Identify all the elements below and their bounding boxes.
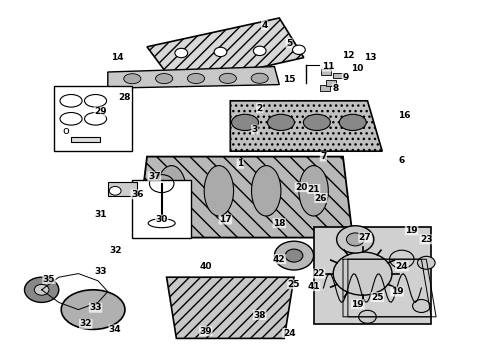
Polygon shape (137, 157, 353, 238)
Ellipse shape (220, 73, 237, 84)
Polygon shape (314, 227, 431, 324)
Circle shape (34, 284, 49, 295)
Circle shape (214, 47, 227, 57)
Text: 13: 13 (364, 53, 376, 62)
Bar (321, 69, 331, 75)
Bar (132, 180, 191, 238)
Circle shape (285, 249, 303, 262)
Text: 24: 24 (283, 328, 295, 338)
Text: 36: 36 (131, 190, 144, 199)
Text: 20: 20 (295, 183, 308, 192)
Text: 41: 41 (307, 282, 320, 291)
Text: 23: 23 (420, 235, 433, 244)
Text: 3: 3 (252, 125, 258, 134)
Ellipse shape (123, 74, 141, 84)
Bar (326, 80, 336, 86)
Text: 11: 11 (322, 62, 335, 71)
Text: 6: 6 (399, 156, 405, 165)
Ellipse shape (268, 114, 294, 131)
Bar (320, 85, 330, 91)
Text: 1: 1 (237, 159, 243, 168)
Text: 32: 32 (79, 320, 92, 328)
Circle shape (175, 48, 188, 58)
Text: 26: 26 (315, 194, 327, 202)
Text: 15: 15 (283, 75, 295, 84)
Text: 40: 40 (199, 262, 212, 271)
Text: o: o (62, 126, 69, 136)
Text: 14: 14 (111, 53, 124, 62)
Text: 22: 22 (312, 269, 325, 278)
Text: 28: 28 (119, 93, 131, 102)
Text: 21: 21 (307, 185, 320, 194)
Text: 17: 17 (219, 215, 232, 224)
Polygon shape (167, 277, 294, 338)
Text: 18: 18 (273, 219, 286, 228)
Ellipse shape (303, 114, 330, 131)
Text: 19: 19 (405, 226, 418, 235)
Ellipse shape (157, 166, 186, 216)
Bar (333, 73, 343, 78)
Circle shape (274, 241, 314, 270)
Polygon shape (147, 18, 304, 86)
Polygon shape (71, 137, 100, 142)
Ellipse shape (251, 73, 269, 83)
Text: 39: 39 (199, 327, 212, 336)
Text: 25: 25 (288, 280, 300, 289)
Ellipse shape (339, 114, 366, 131)
Text: 33: 33 (89, 303, 102, 312)
Text: 25: 25 (371, 292, 384, 302)
Circle shape (337, 226, 374, 253)
Text: 35: 35 (43, 275, 55, 284)
Text: 10: 10 (351, 64, 364, 73)
Text: 7: 7 (320, 152, 327, 161)
Text: 42: 42 (273, 255, 286, 264)
Circle shape (293, 45, 305, 54)
Polygon shape (108, 67, 279, 88)
Text: 27: 27 (359, 233, 371, 242)
Text: 4: 4 (261, 21, 268, 30)
Ellipse shape (156, 73, 172, 84)
Text: 16: 16 (398, 111, 411, 120)
Text: 33: 33 (94, 267, 107, 276)
Ellipse shape (299, 166, 328, 216)
Text: 2: 2 (257, 104, 263, 113)
Circle shape (24, 277, 59, 302)
Text: 19: 19 (391, 287, 403, 296)
Bar (54, 86, 132, 151)
Text: 31: 31 (94, 210, 107, 219)
Ellipse shape (251, 166, 281, 216)
Circle shape (417, 256, 435, 269)
Polygon shape (230, 101, 382, 151)
Text: 24: 24 (395, 262, 408, 271)
Text: 32: 32 (109, 246, 122, 255)
Text: 19: 19 (351, 300, 364, 309)
Text: 12: 12 (342, 51, 354, 60)
Circle shape (346, 233, 364, 246)
Circle shape (253, 46, 266, 55)
Text: 8: 8 (333, 84, 339, 93)
Text: 38: 38 (253, 310, 266, 320)
Ellipse shape (232, 114, 259, 131)
Text: 34: 34 (109, 325, 122, 334)
Text: 9: 9 (342, 73, 349, 82)
Circle shape (359, 310, 376, 323)
Circle shape (109, 186, 121, 195)
Text: 37: 37 (148, 172, 161, 181)
Circle shape (413, 300, 430, 312)
Ellipse shape (204, 166, 234, 216)
Bar (108, 182, 137, 196)
Ellipse shape (61, 290, 125, 329)
Text: 30: 30 (155, 215, 168, 224)
Text: 29: 29 (94, 107, 107, 116)
Text: 5: 5 (286, 39, 292, 48)
Ellipse shape (188, 73, 205, 84)
Circle shape (333, 252, 392, 295)
Circle shape (390, 250, 414, 268)
